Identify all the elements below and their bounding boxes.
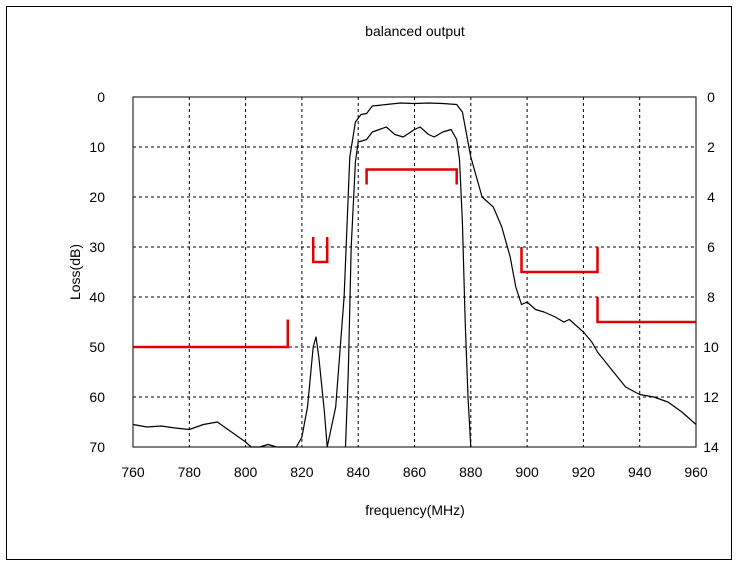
x-tick-label: 840 [347, 464, 371, 480]
spec-mask-2 [311, 237, 329, 264]
x-tick-labels: 760 780 800 820 840 860 880 900 920 940 960 [121, 464, 708, 480]
y-tick-label: 70 [89, 439, 105, 455]
y2-tick-label: 0 [707, 89, 715, 105]
y-tick-labels: 0 10 20 30 40 50 60 70 [89, 89, 105, 455]
y-tick-label: 40 [89, 289, 105, 305]
x-tick-label: 820 [290, 464, 314, 480]
spec-mask-3 [365, 168, 458, 185]
series-line-1 [132, 102, 697, 448]
y-tick-label: 30 [89, 239, 105, 255]
plot-area-border [132, 96, 697, 448]
y-tick-label: 0 [97, 89, 105, 105]
series-line-2 [344, 126, 472, 448]
y-tick-label: 10 [89, 139, 105, 155]
x-tick-label: 780 [178, 464, 202, 480]
y-axis-label: Loss(dB) [67, 244, 83, 300]
y-tick-label: 50 [89, 339, 105, 355]
y2-tick-label: 14 [703, 439, 719, 455]
x-tick-label: 960 [684, 464, 708, 480]
y2-tick-label: 8 [707, 289, 715, 305]
y-tick-label: 20 [89, 189, 105, 205]
x-tick-label: 800 [234, 464, 258, 480]
y2-tick-labels: 0 2 4 6 8 10 12 14 [703, 89, 719, 455]
x-tick-label: 900 [515, 464, 539, 480]
chart-frame [6, 6, 732, 560]
spec-masks [133, 168, 696, 349]
series-group [132, 102, 697, 448]
chart-title: balanced output [365, 23, 465, 39]
y2-tick-label: 4 [707, 189, 715, 205]
x-tick-label: 920 [572, 464, 596, 480]
y2-tick-label: 10 [703, 339, 719, 355]
x-tick-label: 940 [628, 464, 652, 480]
grid-lines [133, 97, 696, 447]
y2-tick-label: 6 [707, 239, 715, 255]
x-tick-label: 880 [459, 464, 483, 480]
spec-mask-4 [520, 247, 599, 274]
x-axis-label: frequency(MHz) [365, 502, 465, 518]
spec-mask-5 [596, 297, 696, 324]
y2-tick-label: 12 [703, 389, 719, 405]
x-tick-label: 760 [121, 464, 145, 480]
spec-mask-1 [133, 319, 290, 349]
y-tick-label: 60 [89, 389, 105, 405]
x-tick-label: 860 [403, 464, 427, 480]
y2-tick-label: 2 [707, 139, 715, 155]
